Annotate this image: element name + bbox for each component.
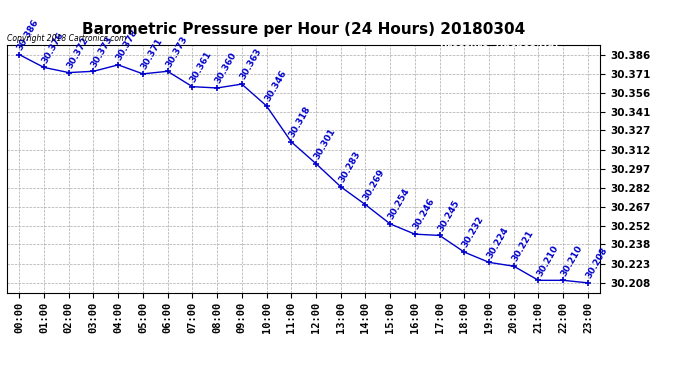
Text: Copyright 2018 Cartronics.com: Copyright 2018 Cartronics.com — [7, 33, 126, 42]
Text: 30.318: 30.318 — [288, 105, 313, 139]
Text: 30.210: 30.210 — [560, 243, 584, 278]
Text: 30.346: 30.346 — [263, 69, 288, 103]
Text: 30.373: 30.373 — [164, 34, 189, 69]
Text: 30.386: 30.386 — [16, 18, 41, 52]
Text: 30.232: 30.232 — [461, 215, 486, 249]
Text: 30.376: 30.376 — [40, 30, 66, 64]
Text: 30.361: 30.361 — [188, 50, 214, 84]
Text: 30.372: 30.372 — [65, 35, 90, 70]
Text: 30.208: 30.208 — [584, 246, 609, 280]
Text: 30.283: 30.283 — [337, 150, 362, 184]
Text: 30.246: 30.246 — [411, 197, 436, 231]
Text: 30.245: 30.245 — [436, 198, 461, 232]
Title: Barometric Pressure per Hour (24 Hours) 20180304: Barometric Pressure per Hour (24 Hours) … — [82, 22, 525, 38]
Text: 30.373: 30.373 — [90, 34, 115, 69]
Text: 30.221: 30.221 — [510, 229, 535, 263]
Text: 30.378: 30.378 — [115, 28, 139, 62]
Text: 30.371: 30.371 — [139, 37, 164, 71]
Text: 30.360: 30.360 — [213, 51, 239, 85]
Text: 30.301: 30.301 — [313, 127, 337, 161]
Text: 30.254: 30.254 — [386, 187, 412, 221]
Text: 30.210: 30.210 — [535, 243, 560, 278]
Text: 30.363: 30.363 — [238, 47, 263, 81]
Text: 30.224: 30.224 — [485, 225, 511, 260]
Text: 30.269: 30.269 — [362, 167, 387, 202]
